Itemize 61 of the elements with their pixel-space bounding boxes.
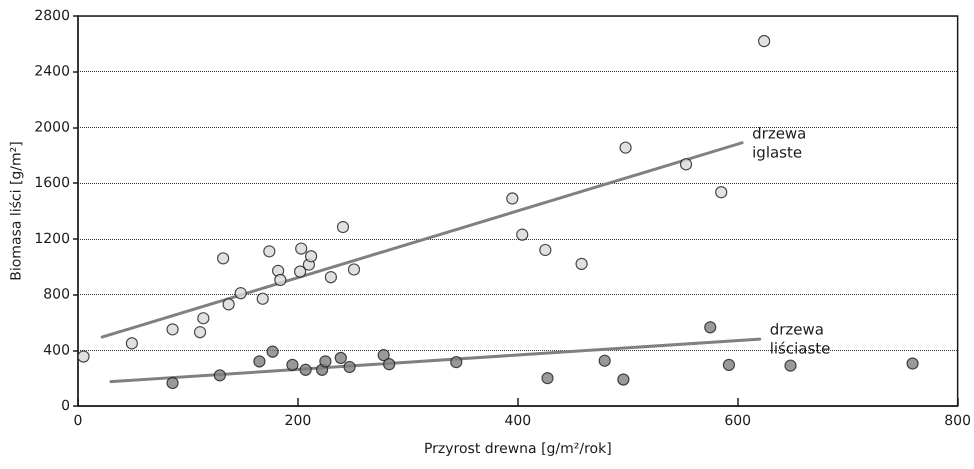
- point: [77, 350, 90, 363]
- x-axis-title: Przyrost drewna [g/m²/rok]: [424, 441, 612, 457]
- y-tick-label: 2000: [34, 119, 70, 136]
- point: [266, 346, 279, 358]
- x-tick-label: 400: [504, 413, 532, 429]
- point: [126, 337, 138, 350]
- point: [334, 352, 347, 364]
- point: [324, 271, 337, 284]
- y-tick-label: 2400: [34, 64, 70, 80]
- point: [722, 358, 736, 372]
- y-axis-title: Biomasa liści [g/m²]: [8, 141, 24, 281]
- point: [344, 360, 356, 374]
- point: [516, 228, 528, 241]
- point: [715, 186, 728, 198]
- point: [541, 372, 554, 384]
- point: [539, 244, 552, 256]
- point: [758, 34, 770, 48]
- x-tick-label: 200: [284, 413, 312, 429]
- y-tick-label: 2800: [34, 8, 70, 24]
- y-tick-label: 1600: [34, 175, 70, 192]
- point: [214, 369, 226, 382]
- point: [253, 355, 266, 368]
- x-tick-label: 600: [724, 413, 752, 429]
- series-label: drzewa liściaste: [770, 320, 830, 358]
- point: [294, 265, 306, 278]
- point: [348, 263, 360, 276]
- point: [906, 357, 919, 370]
- y-tick-label: 1200: [34, 230, 70, 247]
- point: [450, 356, 462, 368]
- point: [256, 292, 269, 305]
- point: [598, 354, 611, 367]
- point: [274, 274, 286, 286]
- point: [506, 192, 518, 205]
- point: [166, 376, 179, 390]
- point: [286, 358, 299, 372]
- point: [197, 312, 210, 324]
- point: [305, 250, 318, 262]
- y-tick-label: 0: [61, 398, 70, 414]
- point: [166, 323, 179, 336]
- point: [383, 358, 396, 370]
- point: [263, 245, 276, 258]
- point: [576, 258, 588, 270]
- point: [617, 373, 630, 386]
- point: [234, 287, 247, 300]
- y-tick-label: 800: [43, 286, 70, 303]
- point: [217, 252, 230, 264]
- point: [680, 158, 692, 170]
- point: [194, 326, 206, 338]
- point: [295, 242, 308, 255]
- point: [319, 355, 332, 368]
- point: [378, 349, 390, 362]
- x-tick-label: 800: [944, 413, 972, 429]
- series-label: drzewa iglaste: [752, 124, 812, 162]
- point: [784, 360, 797, 372]
- point: [222, 298, 235, 310]
- point: [704, 321, 716, 334]
- point: [336, 220, 350, 234]
- x-tick-label: 0: [74, 413, 82, 429]
- y-tick-label: 400: [43, 342, 70, 358]
- point: [619, 142, 632, 154]
- point: [300, 364, 312, 376]
